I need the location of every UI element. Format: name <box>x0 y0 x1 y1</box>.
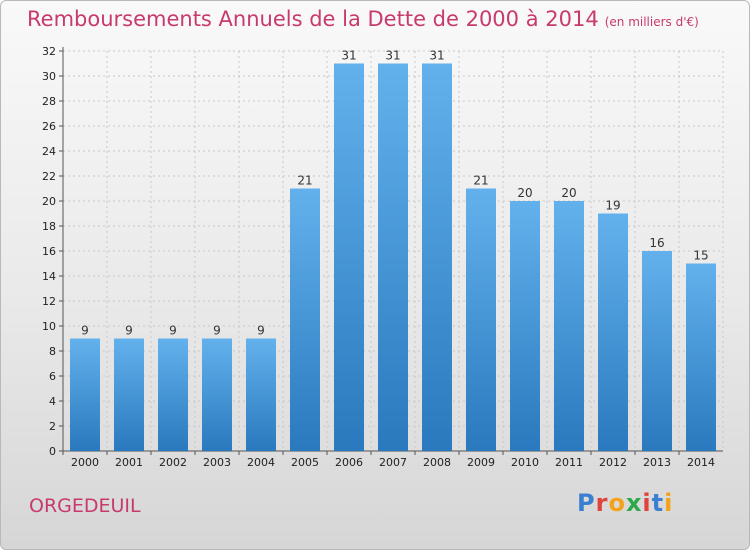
bar <box>158 338 188 451</box>
x-tick-label: 2009 <box>467 456 495 469</box>
value-label: 9 <box>213 324 221 338</box>
value-label: 20 <box>561 186 576 200</box>
logo-letter: i <box>642 489 652 517</box>
x-tick-label: 2008 <box>423 456 451 469</box>
value-label: 21 <box>297 174 312 188</box>
logo-letter: x <box>625 489 643 517</box>
value-label: 9 <box>125 324 133 338</box>
y-tick-label: 24 <box>42 145 56 158</box>
x-tick-label: 2007 <box>379 456 407 469</box>
value-label: 21 <box>473 174 488 188</box>
y-tick-label: 2 <box>49 420 56 433</box>
x-tick-label: 2013 <box>643 456 671 469</box>
x-tick-label: 2002 <box>159 456 187 469</box>
value-label: 16 <box>649 236 664 250</box>
logo-letter: o <box>608 489 626 517</box>
y-tick-label: 12 <box>42 295 56 308</box>
bar <box>466 188 496 451</box>
x-tick-label: 2004 <box>247 456 275 469</box>
bar <box>598 213 628 451</box>
proxiti-logo: Proxiti <box>577 489 673 517</box>
value-label: 20 <box>517 186 532 200</box>
value-label: 15 <box>693 249 708 263</box>
chart-title: Remboursements Annuels de la Dette de 20… <box>27 7 599 31</box>
y-tick-label: 8 <box>49 345 56 358</box>
y-tick-label: 4 <box>49 395 56 408</box>
y-tick-label: 10 <box>42 320 56 333</box>
x-tick-label: 2011 <box>555 456 583 469</box>
chart-title-block: Remboursements Annuels de la Dette de 20… <box>27 7 699 31</box>
logo-letter: P <box>577 489 596 517</box>
y-tick-label: 6 <box>49 370 56 383</box>
bar <box>334 63 364 451</box>
y-tick-label: 28 <box>42 95 56 108</box>
value-label: 9 <box>81 324 89 338</box>
x-tick-label: 2005 <box>291 456 319 469</box>
x-tick-label: 2000 <box>71 456 99 469</box>
bar <box>246 338 276 451</box>
y-tick-label: 32 <box>42 45 56 58</box>
bar <box>70 338 100 451</box>
x-tick-label: 2012 <box>599 456 627 469</box>
labels: 9 2000 9 2001 9 2002 9 2003 9 2004 21 2005 31 2006 31 2… <box>71 49 715 470</box>
y-tick-label: 14 <box>42 270 56 283</box>
bar <box>114 338 144 451</box>
bar <box>642 251 672 451</box>
value-label: 19 <box>605 199 620 213</box>
value-label: 31 <box>429 49 444 63</box>
bar <box>422 63 452 451</box>
y-tick-label: 16 <box>42 245 56 258</box>
logo-letter: t <box>651 489 665 517</box>
bar <box>554 201 584 451</box>
logo-letter: i <box>664 489 674 517</box>
x-tick-label: 2003 <box>203 456 231 469</box>
y-tick-label: 30 <box>42 70 56 83</box>
bars <box>70 63 716 451</box>
bar <box>510 201 540 451</box>
chart-unit: (en milliers d'€) <box>604 15 699 29</box>
y-tick-label: 18 <box>42 220 56 233</box>
y-tick-label: 26 <box>42 120 56 133</box>
value-label: 9 <box>257 324 265 338</box>
bar <box>686 263 716 451</box>
value-label: 31 <box>341 49 356 63</box>
y-tick-label: 20 <box>42 195 56 208</box>
bar <box>378 63 408 451</box>
value-label: 9 <box>169 324 177 338</box>
y-tick-label: 0 <box>49 445 56 458</box>
x-tick-label: 2006 <box>335 456 363 469</box>
x-tick-label: 2010 <box>511 456 539 469</box>
logo-letter: r <box>595 489 609 517</box>
bar <box>202 338 232 451</box>
commune-name: ORGEDEUIL <box>29 495 141 517</box>
x-tick-label: 2014 <box>687 456 715 469</box>
y-tick-label: 22 <box>42 170 56 183</box>
x-tick-label: 2001 <box>115 456 143 469</box>
value-label: 31 <box>385 49 400 63</box>
bar <box>290 188 320 451</box>
